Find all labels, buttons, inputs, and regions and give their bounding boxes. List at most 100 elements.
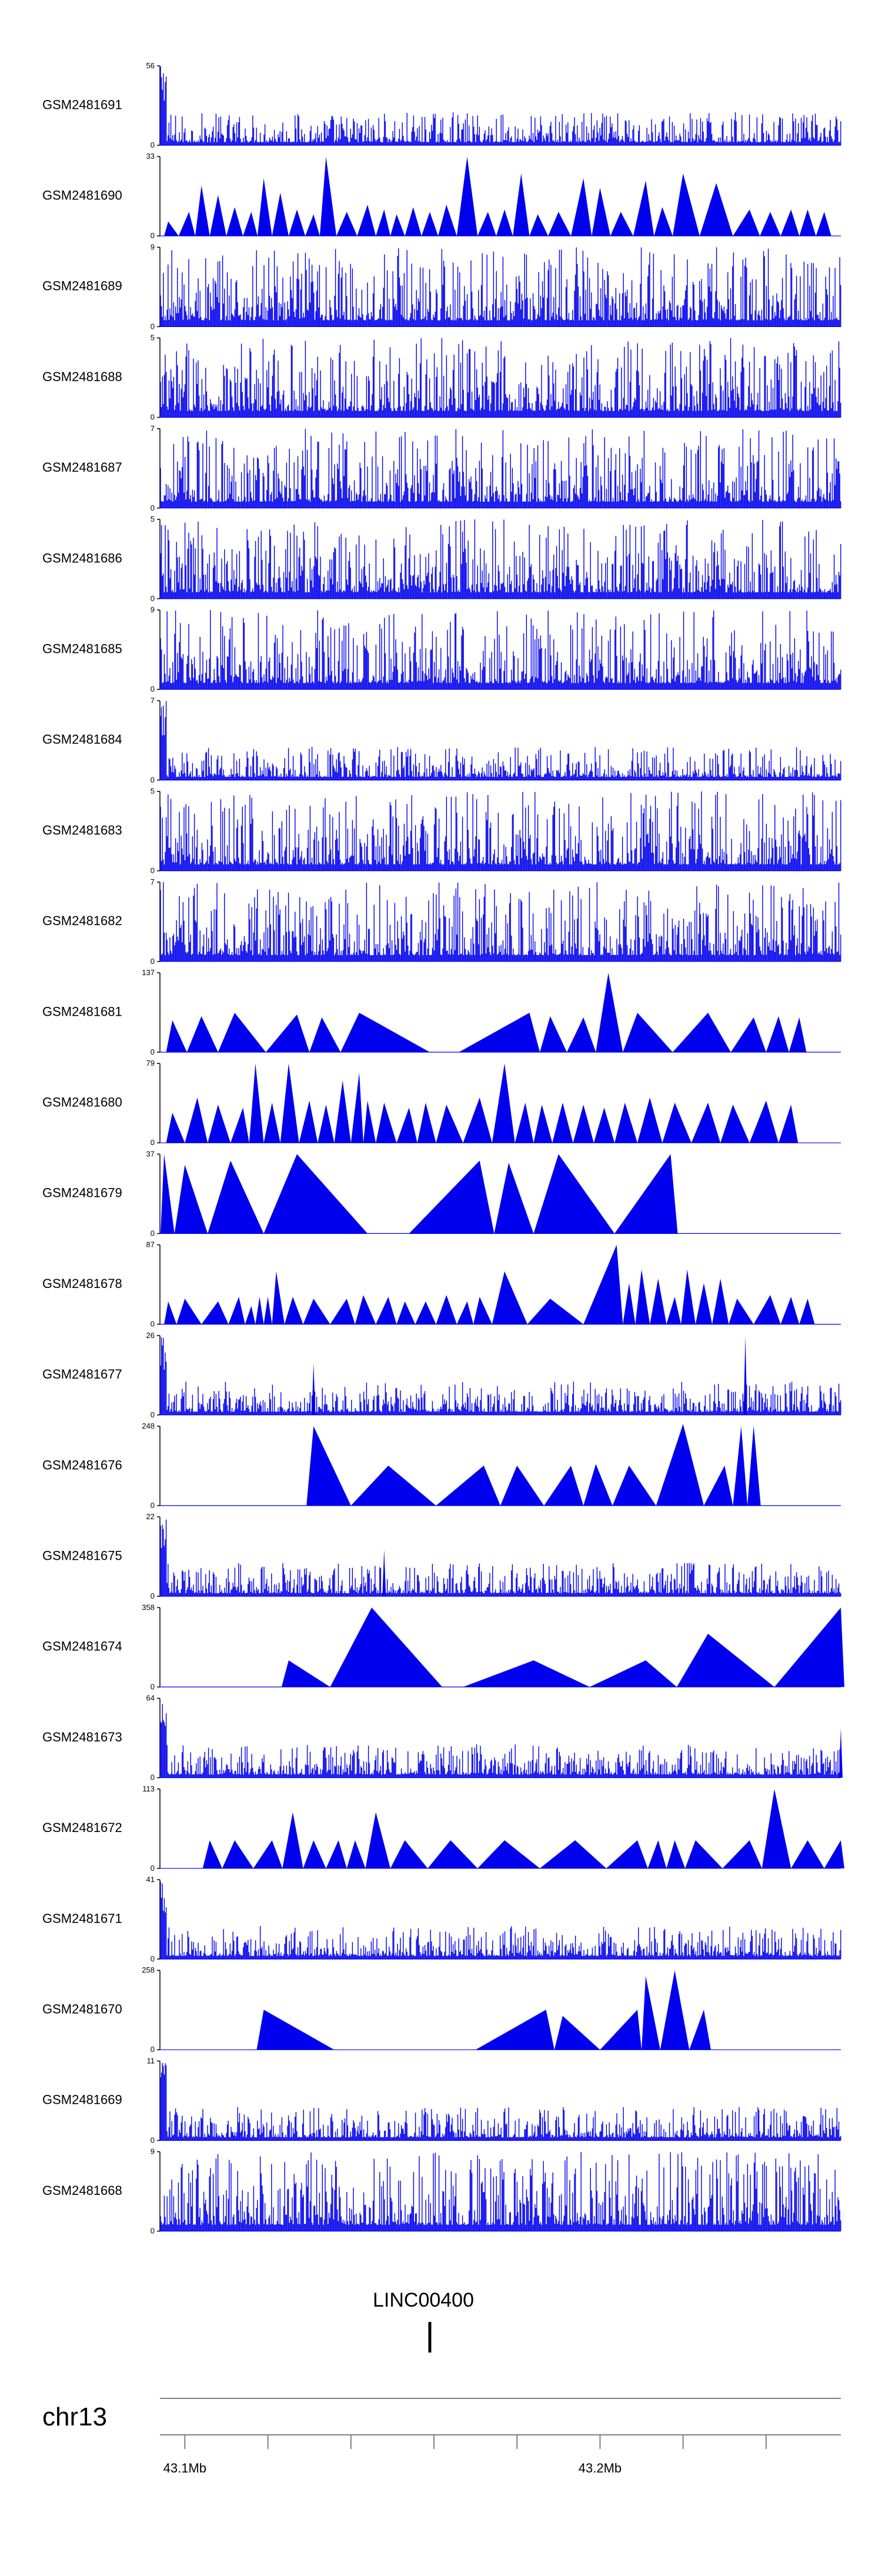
track-GSM2481686: GSM2481686 5 0 [42, 515, 841, 603]
y-axis-zero-label: 0 [151, 1229, 155, 1237]
coverage-peak [427, 1840, 478, 1868]
track-label: GSM2481687 [42, 460, 122, 475]
coverage-peak [202, 1840, 222, 1868]
coverage-profile [160, 247, 841, 327]
track-GSM2481674: GSM2481674 358 0 [42, 1603, 844, 1691]
coverage-peak [415, 1301, 436, 1324]
coverage-peak [266, 1014, 310, 1052]
coverage-peak [592, 188, 611, 236]
coverage-peak [573, 1105, 594, 1143]
coverage-peak [164, 221, 179, 236]
coverage-peak [791, 1840, 824, 1868]
coverage-peak [610, 212, 633, 236]
coverage-peak [540, 1840, 607, 1868]
coverage-peak [263, 1102, 280, 1143]
coverage-peak [566, 1017, 596, 1052]
y-axis-max-label: 5 [151, 787, 155, 796]
track-GSM2481680: GSM2481680 79 0 [42, 1059, 841, 1147]
track-GSM2481683: GSM2481683 5 0 [42, 787, 841, 875]
coverage-peak [673, 173, 700, 236]
coverage-peak [463, 1097, 492, 1143]
coverage-peak [780, 209, 800, 236]
coverage-peak [176, 1299, 202, 1324]
coverage-peak [703, 1465, 733, 1506]
y-axis-max-label: 113 [142, 1784, 155, 1793]
coverage-peak [346, 1840, 366, 1868]
coverage-peak [350, 1465, 436, 1506]
track-GSM2481678: GSM2481678 87 0 [42, 1240, 841, 1329]
y-axis-zero-label: 0 [151, 1410, 155, 1419]
coverage-peak [309, 1017, 341, 1052]
track-label: GSM2481678 [42, 1276, 122, 1291]
track-label: GSM2481670 [42, 2002, 122, 2017]
track-GSM2481670: GSM2481670 258 0 [42, 1966, 841, 2054]
y-axis-zero-label: 0 [151, 1320, 155, 1329]
coverage-peak [816, 212, 831, 236]
coverage-peak [245, 1306, 256, 1324]
coverage-peak [540, 1016, 567, 1052]
coverage-peak [382, 1549, 386, 1597]
track-label: GSM2481689 [42, 279, 122, 293]
track-GSM2481689: GSM2481689 9 0 [42, 242, 841, 331]
coverage-peak [548, 212, 572, 236]
y-axis-max-label: 9 [151, 2147, 155, 2156]
coverage-peak [257, 178, 272, 236]
coverage-peak [396, 1301, 416, 1324]
coverage-peak [695, 1283, 713, 1324]
coverage-peak [749, 1100, 779, 1143]
track-label: GSM2481674 [42, 1639, 122, 1654]
track-GSM2481684: GSM2481684 7 0 [42, 696, 841, 784]
y-axis-max-label: 248 [142, 1422, 155, 1430]
track-label: GSM2481679 [42, 1186, 122, 1200]
coverage-peak [421, 212, 439, 236]
y-axis-zero-label: 0 [151, 2135, 155, 2144]
track-GSM2481677: GSM2481677 26 0 [42, 1331, 841, 1419]
coverage-peak [463, 1660, 590, 1687]
coverage-peak [614, 1154, 678, 1234]
coverage-peak [600, 2010, 642, 2050]
track-label: GSM2481683 [42, 823, 122, 837]
coverage-peak [263, 1154, 368, 1234]
coverage-peak [436, 1105, 463, 1143]
track-label: GSM2481685 [42, 642, 122, 656]
coverage-profile [160, 882, 841, 962]
coverage-peak [417, 1102, 436, 1143]
coverage-peak [456, 1301, 474, 1324]
track-label: GSM2481684 [42, 732, 122, 747]
coverage-peak [365, 1812, 390, 1868]
coverage-peak [666, 1840, 686, 1868]
track-label: GSM2481680 [42, 1095, 122, 1110]
coverage-peak [596, 973, 623, 1052]
track-GSM2481669: GSM2481669 11 0 [42, 2056, 841, 2144]
y-axis-max-label: 258 [142, 1966, 155, 1974]
coverage-peak [673, 1012, 731, 1052]
axis-tick-label: 43.1Mb [163, 2461, 206, 2475]
coverage-peak [623, 1012, 673, 1052]
track-GSM2481688: GSM2481688 5 0 [42, 333, 841, 422]
coverage-peak [839, 1728, 843, 1778]
coverage-peak [249, 1063, 264, 1143]
coverage-peak [799, 1299, 815, 1324]
coverage-peak [243, 212, 258, 236]
coverage-peak [637, 1097, 663, 1143]
coverage-peak [305, 214, 320, 236]
y-axis-zero-label: 0 [151, 231, 155, 240]
gene-annotation-track: LINC00400 [373, 2289, 474, 2353]
coverage-peak [647, 1840, 667, 1868]
track-label: GSM2481671 [42, 1911, 122, 1926]
coverage-peak [326, 1840, 347, 1868]
coverage-peak [689, 2010, 711, 2050]
coverage-peak [459, 1012, 540, 1052]
track-label: GSM2481686 [42, 550, 122, 565]
coverage-peak [174, 1164, 208, 1234]
track-GSM2481672: GSM2481672 113 0 [42, 1784, 844, 1873]
y-axis-zero-label: 0 [151, 1138, 155, 1147]
coverage-profile [160, 1519, 841, 1597]
coverage-profile [160, 2063, 841, 2141]
track-GSM2481685: GSM2481685 9 0 [42, 605, 841, 693]
coverage-peak [272, 192, 289, 236]
coverage-peak [662, 1102, 691, 1143]
coverage-peak [494, 1162, 534, 1234]
coverage-peak [513, 173, 530, 236]
coverage-peak [376, 1297, 397, 1324]
